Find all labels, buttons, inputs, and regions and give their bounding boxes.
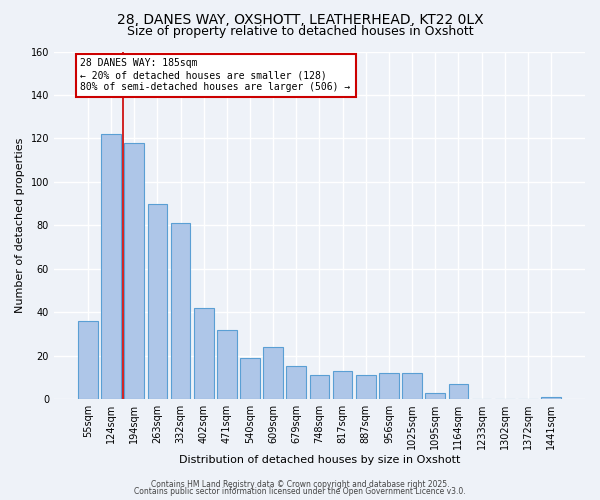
Text: 28, DANES WAY, OXSHOTT, LEATHERHEAD, KT22 0LX: 28, DANES WAY, OXSHOTT, LEATHERHEAD, KT2…: [116, 12, 484, 26]
Text: Contains public sector information licensed under the Open Government Licence v3: Contains public sector information licen…: [134, 488, 466, 496]
Bar: [170, 223, 190, 399]
Bar: [263, 347, 283, 399]
Bar: [310, 375, 329, 399]
Text: Contains HM Land Registry data © Crown copyright and database right 2025.: Contains HM Land Registry data © Crown c…: [151, 480, 449, 489]
Bar: [333, 371, 352, 399]
Bar: [402, 373, 422, 399]
Bar: [286, 366, 306, 399]
Bar: [194, 308, 214, 399]
Bar: [541, 397, 561, 399]
Bar: [240, 358, 260, 399]
Bar: [379, 373, 399, 399]
X-axis label: Distribution of detached houses by size in Oxshott: Distribution of detached houses by size …: [179, 455, 460, 465]
Bar: [148, 204, 167, 399]
Bar: [449, 384, 468, 399]
Y-axis label: Number of detached properties: Number of detached properties: [15, 138, 25, 313]
Bar: [101, 134, 121, 399]
Text: 28 DANES WAY: 185sqm
← 20% of detached houses are smaller (128)
80% of semi-deta: 28 DANES WAY: 185sqm ← 20% of detached h…: [80, 58, 351, 92]
Text: Size of property relative to detached houses in Oxshott: Size of property relative to detached ho…: [127, 25, 473, 38]
Bar: [217, 330, 236, 399]
Bar: [78, 321, 98, 399]
Bar: [425, 392, 445, 399]
Bar: [124, 142, 144, 399]
Bar: [356, 375, 376, 399]
